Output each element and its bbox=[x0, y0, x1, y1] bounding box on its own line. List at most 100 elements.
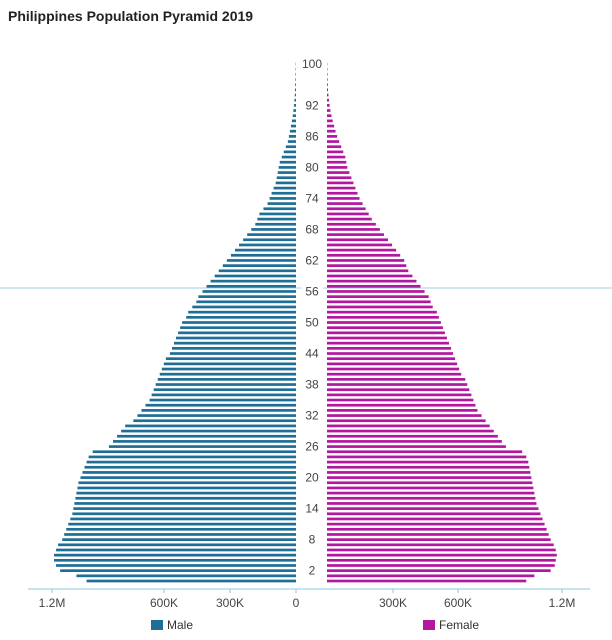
bar-male-age-77 bbox=[275, 181, 296, 185]
bar-male-age-11 bbox=[68, 522, 297, 526]
bar-female-age-28 bbox=[327, 434, 498, 438]
bar-male-age-23 bbox=[86, 460, 296, 464]
bar-male-age-91 bbox=[293, 109, 296, 112]
bar-female-age-81 bbox=[327, 160, 347, 164]
bar-female-age-40 bbox=[327, 372, 462, 376]
bar-female-age-31 bbox=[327, 419, 486, 423]
bar-female-age-17 bbox=[327, 491, 535, 495]
male-bars bbox=[54, 62, 297, 583]
bar-female-age-71 bbox=[327, 212, 369, 216]
bar-male-age-89 bbox=[291, 119, 296, 123]
bar-male-age-18 bbox=[77, 486, 297, 490]
bar-female-age-65 bbox=[327, 243, 393, 247]
age-tick-26: 26 bbox=[305, 440, 319, 454]
bar-female-age-92 bbox=[327, 104, 330, 107]
bar-male-age-31 bbox=[133, 419, 296, 423]
bar-female-age-60 bbox=[327, 269, 409, 273]
legend-item-female[interactable]: Female bbox=[423, 618, 479, 632]
age-tick-14: 14 bbox=[305, 502, 319, 516]
bar-male-age-22 bbox=[84, 465, 297, 469]
bar-female-age-73 bbox=[327, 202, 363, 205]
bar-male-age-61 bbox=[222, 264, 296, 267]
bar-female-age-50 bbox=[327, 321, 441, 324]
x-tick-right-1.2M: 1.2M bbox=[549, 596, 576, 610]
bar-male-age-27 bbox=[113, 440, 296, 443]
bar-male-age-59 bbox=[214, 274, 296, 278]
age-tick-50: 50 bbox=[305, 316, 319, 330]
bar-male-age-83 bbox=[283, 150, 296, 154]
bar-female-age-62 bbox=[327, 259, 405, 262]
legend-item-male[interactable]: Male bbox=[151, 618, 193, 632]
bar-female-age-61 bbox=[327, 264, 407, 267]
x-tick-right-600K: 600K bbox=[444, 596, 472, 610]
bar-male-age-75 bbox=[271, 191, 296, 195]
bar-male-age-48 bbox=[178, 331, 296, 335]
bar-male-age-33 bbox=[141, 409, 296, 412]
value-axis: 1.2M 600K 300K 0 300K 600K 1.2M bbox=[39, 589, 576, 610]
bar-female-age-24 bbox=[327, 455, 527, 459]
bar-male-age-70 bbox=[257, 217, 296, 221]
bar-male-age-34 bbox=[145, 403, 296, 407]
bar-female-age-55 bbox=[327, 295, 429, 298]
bar-male-age-4 bbox=[54, 558, 297, 562]
x-tick-left-1.2M: 1.2M bbox=[39, 596, 66, 610]
age-tick-74: 74 bbox=[305, 191, 319, 205]
bar-female-age-84 bbox=[327, 145, 342, 149]
male-swatch bbox=[151, 620, 163, 630]
bar-male-age-67 bbox=[247, 233, 296, 236]
age-tick-2: 2 bbox=[309, 564, 316, 578]
bar-male-age-10 bbox=[66, 527, 296, 531]
bar-male-age-47 bbox=[176, 336, 296, 340]
bar-female-age-0 bbox=[327, 579, 527, 583]
bar-male-age-49 bbox=[180, 326, 296, 330]
bar-female-age-97 bbox=[327, 78, 328, 81]
bar-female-age-15 bbox=[327, 502, 537, 505]
bar-male-age-14 bbox=[73, 507, 296, 510]
age-tick-62: 62 bbox=[305, 253, 319, 267]
age-tick-8: 8 bbox=[309, 533, 316, 547]
bar-male-age-39 bbox=[157, 378, 296, 381]
bar-male-age-41 bbox=[161, 367, 296, 371]
bar-male-age-3 bbox=[56, 564, 296, 567]
bar-male-age-15 bbox=[74, 502, 296, 505]
bar-female-age-9 bbox=[327, 533, 549, 536]
bar-female-age-29 bbox=[327, 429, 494, 433]
bar-female-age-88 bbox=[327, 124, 335, 128]
age-tick-56: 56 bbox=[305, 284, 319, 298]
age-tick-38: 38 bbox=[305, 378, 319, 392]
bar-male-age-36 bbox=[151, 393, 296, 397]
bar-female-age-72 bbox=[327, 207, 366, 211]
bar-female-age-12 bbox=[327, 517, 543, 521]
bar-female-age-79 bbox=[327, 171, 350, 174]
bar-male-age-72 bbox=[263, 207, 296, 211]
bar-female-age-96 bbox=[327, 83, 328, 87]
bar-female-age-33 bbox=[327, 409, 478, 412]
female-bars bbox=[327, 62, 557, 583]
bar-female-age-58 bbox=[327, 279, 417, 283]
x-tick-right-300K: 300K bbox=[379, 596, 407, 610]
bar-female-age-63 bbox=[327, 253, 401, 257]
bar-female-age-11 bbox=[327, 522, 545, 526]
bar-female-age-53 bbox=[327, 305, 433, 309]
bar-female-age-56 bbox=[327, 290, 425, 293]
bar-female-age-36 bbox=[327, 393, 472, 397]
bar-male-age-8 bbox=[62, 538, 296, 541]
bar-female-age-49 bbox=[327, 326, 443, 330]
bar-female-age-21 bbox=[327, 471, 531, 474]
bar-female-age-10 bbox=[327, 527, 547, 531]
bar-female-age-45 bbox=[327, 347, 452, 350]
bar-female-age-32 bbox=[327, 414, 482, 417]
bar-female-age-19 bbox=[327, 481, 533, 485]
bar-female-age-43 bbox=[327, 357, 456, 361]
bar-male-age-55 bbox=[198, 295, 296, 298]
bar-male-age-73 bbox=[267, 202, 296, 205]
bar-female-age-64 bbox=[327, 248, 397, 252]
age-tick-80: 80 bbox=[305, 160, 319, 174]
bar-male-age-52 bbox=[188, 310, 296, 314]
bar-male-age-20 bbox=[80, 476, 296, 479]
bar-female-age-78 bbox=[327, 176, 352, 180]
bar-male-age-46 bbox=[174, 341, 296, 345]
bar-female-age-37 bbox=[327, 388, 470, 392]
bar-male-age-64 bbox=[235, 248, 296, 252]
bar-male-age-92 bbox=[293, 104, 296, 107]
